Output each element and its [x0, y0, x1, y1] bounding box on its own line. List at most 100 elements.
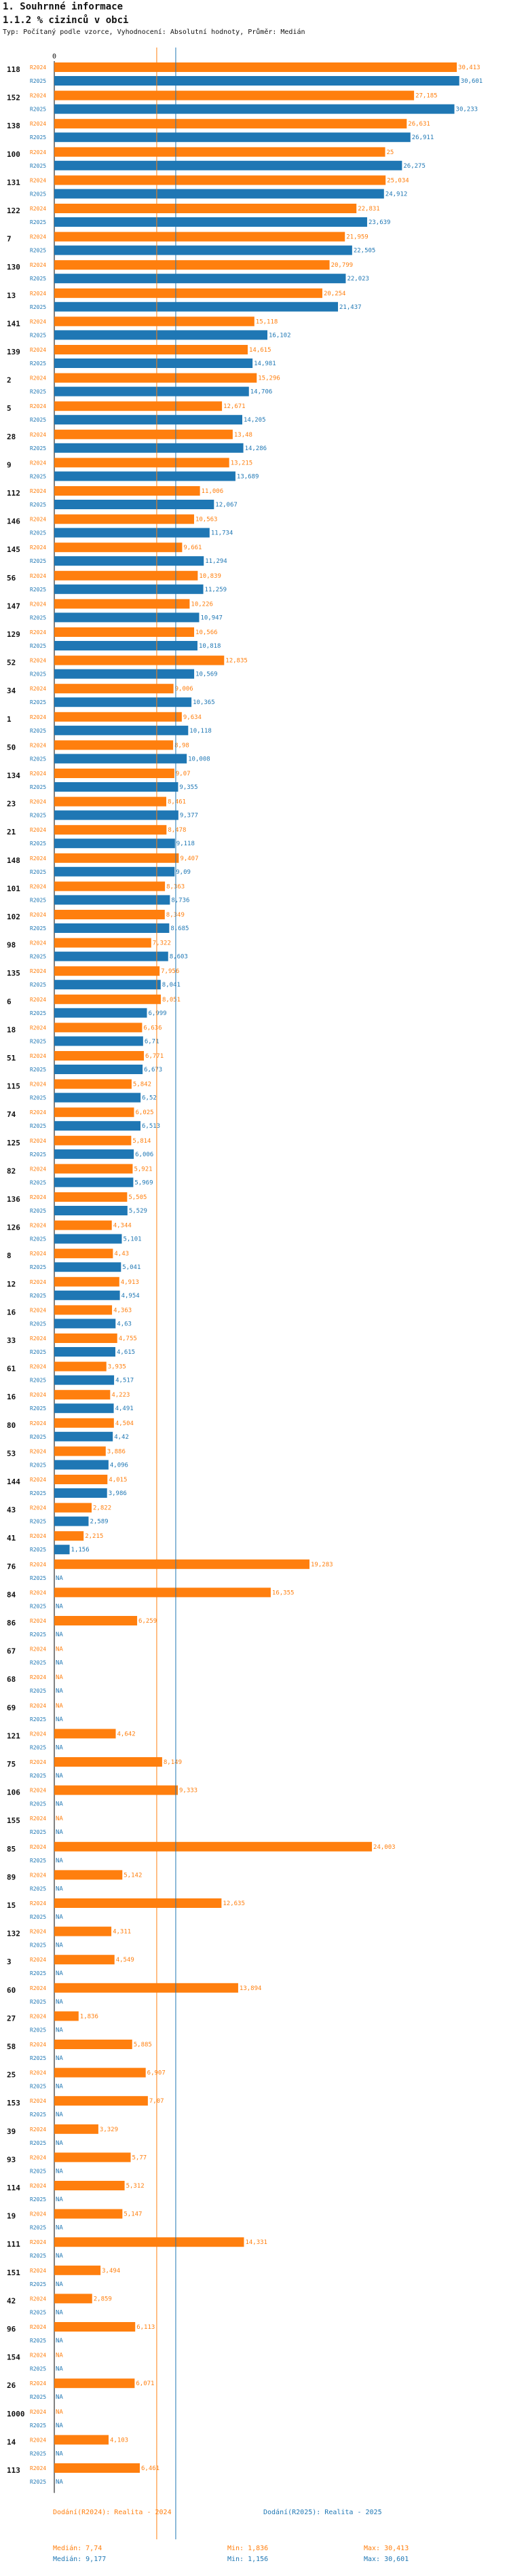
- bar-r2024: [54, 1870, 123, 1880]
- bar-value-label: 5,842: [133, 1082, 151, 1088]
- series-label: R2024: [30, 2154, 46, 2160]
- bar-value-label: 3,935: [108, 1364, 126, 1371]
- row-id-label: 39: [7, 2127, 16, 2136]
- series-label: R2025: [30, 530, 46, 536]
- series-label: R2024: [30, 1562, 46, 1568]
- series-label: R2024: [30, 93, 46, 99]
- series-label: R2025: [30, 2055, 46, 2061]
- row-id-label: 148: [7, 856, 20, 865]
- row-id-label: 134: [7, 771, 20, 780]
- bar-r2025: [54, 1121, 141, 1131]
- row-id-label: 18: [7, 1025, 16, 1034]
- bar-r2025: [54, 839, 175, 849]
- bar-r2024: [54, 1559, 310, 1569]
- bar-r2025: [54, 895, 170, 905]
- na-label: NA: [56, 2309, 63, 2316]
- row-id-label: 75: [7, 1760, 16, 1769]
- series-label: R2024: [30, 714, 46, 720]
- series-label: R2025: [30, 954, 46, 960]
- series-label: R2025: [30, 699, 46, 705]
- series-label: R2025: [30, 643, 46, 649]
- series-label: R2024: [30, 742, 46, 748]
- bar-r2025: [54, 471, 235, 481]
- series-label: R2024: [30, 2268, 46, 2274]
- series-label: R2024: [30, 517, 46, 523]
- bar-value-label: 6,907: [147, 2070, 166, 2077]
- chart-subtitle: Typ: Počítaný podle vzorce, Vyhodnocení:…: [3, 29, 305, 36]
- bar-r2025: [54, 217, 367, 227]
- row-id-label: 61: [7, 1365, 16, 1374]
- bar-r2024: [54, 1616, 138, 1625]
- series-label: R2025: [30, 1462, 46, 1468]
- bar-r2025: [54, 725, 189, 735]
- bar-value-label: 4,42: [114, 1434, 129, 1441]
- bar-value-label: 4,549: [116, 1957, 134, 1964]
- bar-value-label: 6,006: [135, 1152, 153, 1158]
- series-label: R2025: [30, 1067, 46, 1073]
- bar-r2024: [54, 1955, 115, 1965]
- na-label: NA: [56, 1999, 63, 2006]
- bar-r2024: [54, 2237, 244, 2247]
- bar-r2025: [54, 528, 210, 538]
- bar-value-label: 5,312: [126, 2183, 145, 2190]
- series-label: R2024: [30, 855, 46, 862]
- series-label: R2025: [30, 248, 46, 254]
- series-label: R2024: [30, 403, 46, 409]
- bar-value-label: 7,956: [161, 968, 179, 975]
- series-label: R2025: [30, 1208, 46, 1214]
- bar-value-label: 12,671: [223, 403, 246, 410]
- bar-value-label: 10,008: [188, 756, 210, 762]
- bar-value-label: 3,886: [107, 1448, 126, 1455]
- bar-r2025: [54, 330, 267, 340]
- bar-value-label: 14,981: [254, 361, 276, 367]
- bar-r2024: [54, 1333, 117, 1343]
- bar-value-label: 6,025: [135, 1109, 153, 1116]
- bar-r2024: [54, 627, 195, 637]
- bar-value-label: 6,461: [141, 2465, 159, 2472]
- series-label: R2024: [30, 2183, 46, 2189]
- bar-r2024: [54, 1785, 178, 1795]
- row-id-label: 84: [7, 1590, 16, 1599]
- bar-value-label: 5,505: [128, 1194, 147, 1201]
- bar-value-label: 11,294: [205, 558, 227, 565]
- series-label: R2024: [30, 658, 46, 664]
- bar-value-label: 22,023: [347, 276, 369, 282]
- bar-r2024: [54, 119, 407, 129]
- bar-r2025: [54, 951, 168, 961]
- series-label: R2025: [30, 1293, 46, 1299]
- bar-value-label: 3,329: [100, 2127, 118, 2133]
- bar-r2024: [54, 2124, 98, 2134]
- bar-r2025: [54, 1460, 109, 1470]
- bar-value-label: 15,118: [256, 318, 278, 325]
- bar-r2024: [54, 1192, 128, 1202]
- bar-value-label: 14,286: [245, 445, 267, 452]
- series-label: R2025: [30, 1434, 46, 1440]
- section-heading: 1. Souhrnné informace: [3, 1, 124, 12]
- bar-value-label: 4,517: [115, 1378, 134, 1384]
- bar-r2024: [54, 514, 194, 524]
- bar-value-label: 20,799: [331, 262, 354, 269]
- row-id-label: 147: [7, 602, 20, 610]
- bar-value-label: 30,413: [458, 65, 480, 71]
- bar-value-label: 4,755: [119, 1336, 137, 1342]
- bar-value-label: 13,894: [240, 1985, 262, 1992]
- row-id-label: 96: [7, 2325, 16, 2334]
- bar-value-label: 8,736: [171, 897, 189, 904]
- row-id-label: 82: [7, 1166, 16, 1175]
- row-id-label: 80: [7, 1421, 16, 1430]
- bar-value-label: 3,494: [102, 2268, 120, 2275]
- bar-r2025: [54, 1177, 134, 1188]
- series-label: R2024: [30, 1279, 46, 1285]
- series-label: R2024: [30, 177, 46, 183]
- series-label: R2024: [30, 1788, 46, 1794]
- row-id-label: 58: [7, 2042, 16, 2051]
- row-id-label: 43: [7, 1506, 16, 1515]
- bar-r2025: [54, 1431, 113, 1441]
- bar-value-label: 4,344: [113, 1223, 132, 1230]
- bar-value-label: 9,407: [180, 855, 198, 862]
- bar-value-label: 15,296: [258, 375, 280, 382]
- bar-value-label: 8,041: [162, 982, 181, 989]
- row-id-label: 16: [7, 1308, 16, 1317]
- series-label: R2025: [30, 982, 46, 988]
- bar-value-label: 8,478: [168, 827, 186, 834]
